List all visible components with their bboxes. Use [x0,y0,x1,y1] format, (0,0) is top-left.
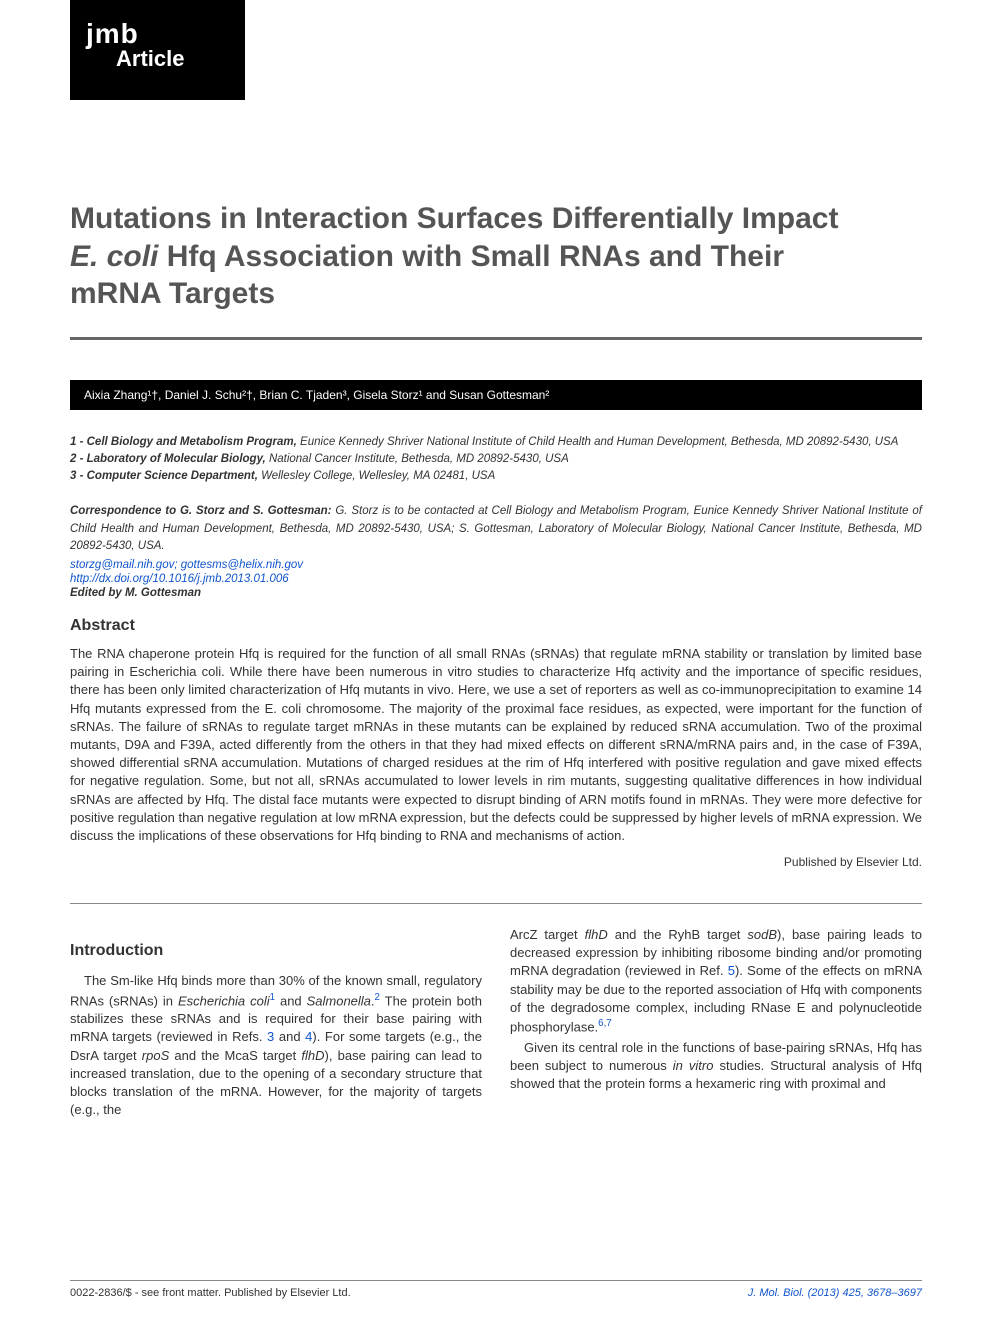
correspondence-emails[interactable]: storzg@mail.nih.gov; gottesms@helix.nih.… [70,559,922,571]
title-line1: Mutations in Interaction Surfaces Differ… [70,202,839,235]
published-by: Published by Elsevier Ltd. [70,855,922,869]
affiliation-2: 2 - Laboratory of Molecular Biology, Nat… [70,451,922,468]
page-root: jmb Article Mutations in Interaction Sur… [0,0,992,1323]
intro-para-1-cont: ArcZ target flhD and the RyhB target sod… [510,926,922,1036]
intro-para-2: Given its central role in the functions … [510,1039,922,1094]
edited-by: Edited by M. Gottesman [70,587,922,599]
aff2-rest: National Cancer Institute, Bethesda, MD … [266,453,569,465]
footer-journal-ref: J. Mol. Biol. (2013) 425, 3678–3697 [748,1287,922,1299]
footer-copyright: 0022-2836/$ - see front matter. Publishe… [70,1287,351,1299]
aff2-num: 2 - [70,453,87,465]
aff3-name: Computer Science Department, [87,470,258,482]
ref-67[interactable]: 6,7 [598,1018,612,1029]
column-left: Introduction The Sm-like Hfq binds more … [70,926,482,1121]
title-line2-italic: E. coli [70,240,158,273]
intro-para-1: The Sm-like Hfq binds more than 30% of t… [70,972,482,1119]
abstract-text: The RNA chaperone protein Hfq is require… [70,645,922,845]
aff1-rest: Eunice Kennedy Shriver National Institut… [297,436,899,448]
page-footer: 0022-2836/$ - see front matter. Publishe… [70,1280,922,1299]
affiliations-block: 1 - Cell Biology and Metabolism Program,… [70,434,922,486]
aff1-name: Cell Biology and Metabolism Program, [87,436,297,448]
aff2-name: Laboratory of Molecular Biology, [87,453,266,465]
aff3-num: 3 - [70,470,87,482]
affiliation-3: 3 - Computer Science Department, Wellesl… [70,468,922,485]
doi-link[interactable]: http://dx.doi.org/10.1016/j.jmb.2013.01.… [70,573,922,585]
aff3-rest: Wellesley College, Wellesley, MA 02481, … [258,470,495,482]
affiliation-1: 1 - Cell Biology and Metabolism Program,… [70,434,922,451]
title-rule [70,337,922,340]
aff1-num: 1 - [70,436,87,448]
article-type: Article [116,46,229,72]
authors-list: Aixia Zhang¹†, Daniel J. Schu²†, Brian C… [84,388,549,402]
ref-5[interactable]: 5 [728,963,735,978]
correspondence-block: Correspondence to G. Storz and S. Gottes… [70,503,922,555]
doi-url[interactable]: http://dx.doi.org/10.1016/j.jmb.2013.01.… [70,573,289,585]
title-line2-rest: Hfq Association with Small RNAs and Thei… [158,240,784,273]
column-right: ArcZ target flhD and the RyhB target sod… [510,926,922,1121]
email-link[interactable]: storzg@mail.nih.gov; gottesms@helix.nih.… [70,559,303,571]
journal-badge: jmb Article [70,0,245,100]
title-line3: mRNA Targets [70,277,275,310]
authors-bar: Aixia Zhang¹†, Daniel J. Schu²†, Brian C… [70,380,922,410]
correspondence-lead: Correspondence to G. Storz and S. Gottes… [70,505,332,517]
body-columns: Introduction The Sm-like Hfq binds more … [70,926,922,1121]
section-rule [70,903,922,904]
abstract-heading: Abstract [70,617,922,635]
intro-heading: Introduction [70,940,482,962]
